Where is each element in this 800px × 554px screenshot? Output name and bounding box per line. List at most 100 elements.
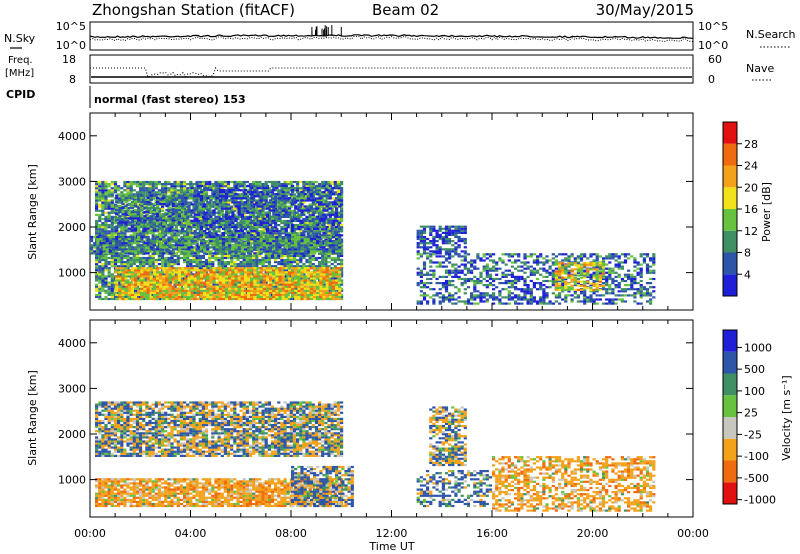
- heatmap-cell: [322, 291, 326, 294]
- heatmap-cell: [212, 293, 216, 296]
- heatmap-cell: [278, 269, 282, 272]
- heatmap-cell: [167, 199, 171, 202]
- heatmap-cell: [127, 281, 131, 284]
- heatmap-cell: [221, 297, 226, 301]
- heatmap-cell: [156, 289, 160, 292]
- heatmap-cell: [296, 211, 300, 214]
- heatmap-cell: [132, 224, 136, 227]
- heatmap-cell: [296, 224, 300, 227]
- heatmap-cell: [113, 183, 118, 186]
- heatmap-cell: [204, 252, 209, 255]
- heatmap-cell: [123, 234, 127, 237]
- heatmap-cell: [250, 293, 254, 296]
- heatmap-cell: [261, 183, 265, 186]
- heatmap-cell: [221, 287, 226, 290]
- heatmap-cell: [115, 287, 119, 290]
- heatmap-cell: [145, 230, 149, 233]
- heatmap-cell: [272, 291, 276, 294]
- heatmap-cell: [98, 297, 102, 301]
- heatmap-cell: [161, 205, 165, 208]
- heatmap-cell: [311, 201, 315, 204]
- heatmap-cell: [330, 191, 334, 194]
- heatmap-cell: [311, 209, 315, 212]
- heatmap-cell: [183, 183, 187, 186]
- heatmap-cell: [270, 197, 275, 200]
- heatmap-cell: [220, 246, 224, 249]
- heatmap-cell: [156, 279, 160, 282]
- heatmap-cell: [134, 281, 138, 284]
- heatmap-cell: [330, 207, 334, 210]
- heatmap-cell: [212, 289, 216, 292]
- heatmap-cell: [173, 189, 177, 192]
- heatmap-cell: [324, 254, 328, 257]
- heatmap-cell: [261, 209, 265, 212]
- heatmap-cell: [233, 209, 237, 212]
- heatmap-cell: [286, 193, 290, 196]
- heatmap-cell: [164, 242, 168, 245]
- heatmap-cell: [256, 271, 260, 274]
- heatmap-cell: [126, 209, 130, 212]
- heatmap-cell: [284, 271, 288, 274]
- heatmap-cell: [284, 287, 288, 290]
- heatmap-cell: [120, 209, 124, 212]
- heatmap-cell: [195, 261, 199, 264]
- heatmap-cell: [98, 183, 102, 186]
- heatmap-cell: [142, 197, 146, 200]
- heatmap-cell: [212, 269, 216, 272]
- heatmap-cell: [187, 285, 191, 288]
- cpid-mode: normal (fast stereo) 153: [94, 93, 246, 106]
- heatmap-cell: [107, 248, 111, 251]
- heatmap-cell: [110, 183, 114, 186]
- heatmap-cell: [297, 269, 301, 272]
- heatmap-cell: [220, 217, 224, 221]
- heatmap-cell: [148, 261, 152, 264]
- heatmap-cell: [308, 222, 312, 225]
- heatmap-cell: [324, 256, 328, 260]
- heatmap-cell: [258, 217, 262, 221]
- heatmap-cell: [204, 267, 209, 270]
- heatmap-cell: [183, 207, 187, 210]
- heatmap-cell: [95, 269, 99, 272]
- heatmap-cell: [127, 289, 131, 292]
- heatmap-cell: [250, 275, 254, 278]
- heatmap-cell: [258, 219, 262, 223]
- heatmap-cell: [98, 281, 102, 284]
- heatmap-cell: [250, 277, 254, 280]
- heatmap-cell: [98, 199, 102, 202]
- heatmap-cell: [110, 232, 114, 235]
- heatmap-cell: [142, 246, 146, 249]
- heatmap-cell: [333, 183, 337, 186]
- heatmap-cell: [231, 289, 235, 292]
- heatmap-cell: [179, 193, 183, 196]
- heatmap-cell: [234, 279, 238, 282]
- heatmap-cell: [195, 234, 199, 237]
- heatmap-cell: [124, 283, 128, 286]
- heatmap-cell: [208, 263, 212, 266]
- heatmap-cell: [165, 289, 169, 292]
- heatmap-cell: [314, 197, 319, 200]
- heatmap-cell: [206, 281, 210, 284]
- heatmap-cell: [142, 185, 146, 188]
- heatmap-cell: [98, 287, 102, 290]
- heatmap-cell: [262, 277, 266, 280]
- heatmap-cell: [318, 193, 322, 196]
- heatmap-cell: [252, 234, 256, 237]
- heatmap-cell: [104, 187, 108, 190]
- heatmap-cell: [330, 228, 334, 231]
- heatmap-cell: [203, 283, 207, 286]
- heatmap-cell: [269, 269, 273, 272]
- heatmap-cell: [95, 267, 99, 270]
- heatmap-cell: [314, 203, 319, 206]
- heatmap-cell: [226, 193, 231, 196]
- heatmap-cell: [187, 289, 191, 292]
- heatmap-cell: [305, 183, 309, 186]
- heatmap-cell: [225, 287, 229, 290]
- heatmap-cell: [331, 295, 335, 299]
- heatmap-cell: [231, 287, 235, 290]
- heatmap-cell: [195, 244, 199, 247]
- noise-panel-frame: [89, 21, 694, 51]
- heatmap-cell: [272, 283, 276, 286]
- heatmap-cell: [181, 281, 185, 284]
- heatmap-cell: [167, 258, 171, 262]
- heatmap-cell: [152, 289, 156, 292]
